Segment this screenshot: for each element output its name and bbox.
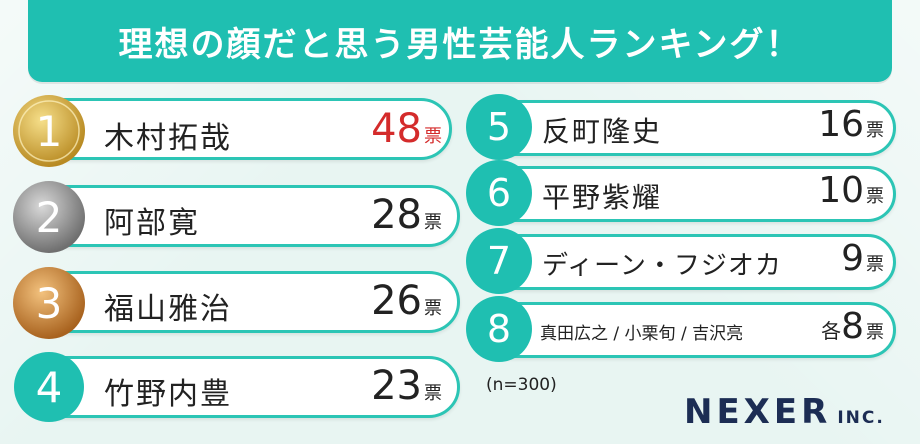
ranking-row-5 xyxy=(474,100,896,156)
votes-1: 48 票 xyxy=(371,106,442,152)
vote-unit-1: 票 xyxy=(424,126,442,147)
vote-count-3: 26 xyxy=(371,278,422,324)
vote-count-1: 48 xyxy=(371,106,422,152)
rank-number-8: 8 xyxy=(466,296,532,362)
vote-count-6: 10 xyxy=(818,170,864,211)
votes-8: 各8 票 xyxy=(821,306,884,347)
votes-2: 28 票 xyxy=(371,192,442,238)
company-logo: NEXER INC. xyxy=(684,392,885,432)
ranking-row-3 xyxy=(28,271,460,333)
logo-suffix: INC. xyxy=(837,408,885,428)
name-2: 阿部寛 xyxy=(104,206,200,241)
vote-count-5: 16 xyxy=(818,104,864,145)
vote-unit-7: 票 xyxy=(866,254,884,275)
vote-count-8: 8 xyxy=(841,306,864,347)
name-8: 真田広之 / 小栗旬 / 吉沢亮 xyxy=(540,324,744,344)
votes-3: 26 票 xyxy=(371,278,442,324)
votes-4: 23 票 xyxy=(371,363,442,409)
votes-5: 16 票 xyxy=(818,104,884,145)
silver-medal-icon xyxy=(12,180,86,254)
rank-number-5: 5 xyxy=(466,94,532,160)
bronze-medal-icon xyxy=(12,266,86,340)
vote-count-7: 9 xyxy=(841,238,864,279)
gold-medal-icon xyxy=(12,94,86,168)
ranking-row-6 xyxy=(474,166,896,222)
rank-number-7: 7 xyxy=(466,228,532,294)
ranking-row-7 xyxy=(474,234,896,290)
logo-main: NEXER xyxy=(684,392,832,432)
vote-count-2: 28 xyxy=(371,192,422,238)
vote-unit-4: 票 xyxy=(424,383,442,404)
rank-number-1: 1 xyxy=(35,106,63,156)
name-3: 福山雅治 xyxy=(104,292,232,327)
name-5: 反町隆史 xyxy=(542,115,663,148)
vote-prefix-8: 各 xyxy=(821,319,842,343)
name-1: 木村拓哉 xyxy=(104,121,232,156)
rank-number-2: 2 xyxy=(35,192,63,242)
votes-6: 10 票 xyxy=(818,170,884,211)
rank-number-3: 3 xyxy=(35,278,63,328)
vote-count-4: 23 xyxy=(371,363,422,409)
name-6: 平野紫耀 xyxy=(542,181,663,214)
vote-unit-2: 票 xyxy=(424,212,442,233)
vote-unit-6: 票 xyxy=(866,186,884,207)
name-4: 竹野内豊 xyxy=(104,377,232,412)
vote-unit-8: 票 xyxy=(866,322,884,343)
name-7: ディーン・フジオカ xyxy=(542,251,782,281)
rank-number-4: 4 xyxy=(14,352,84,422)
vote-unit-3: 票 xyxy=(424,298,442,319)
ranking-row-4 xyxy=(28,356,460,418)
chart-title: 理想の顔だと思う男性芸能人ランキング！ xyxy=(118,24,802,65)
rank-number-6: 6 xyxy=(466,160,532,226)
title-banner: 理想の顔だと思う男性芸能人ランキング！ xyxy=(28,0,892,82)
vote-unit-5: 票 xyxy=(866,120,884,141)
sample-size-note: (n=300) xyxy=(486,375,557,395)
